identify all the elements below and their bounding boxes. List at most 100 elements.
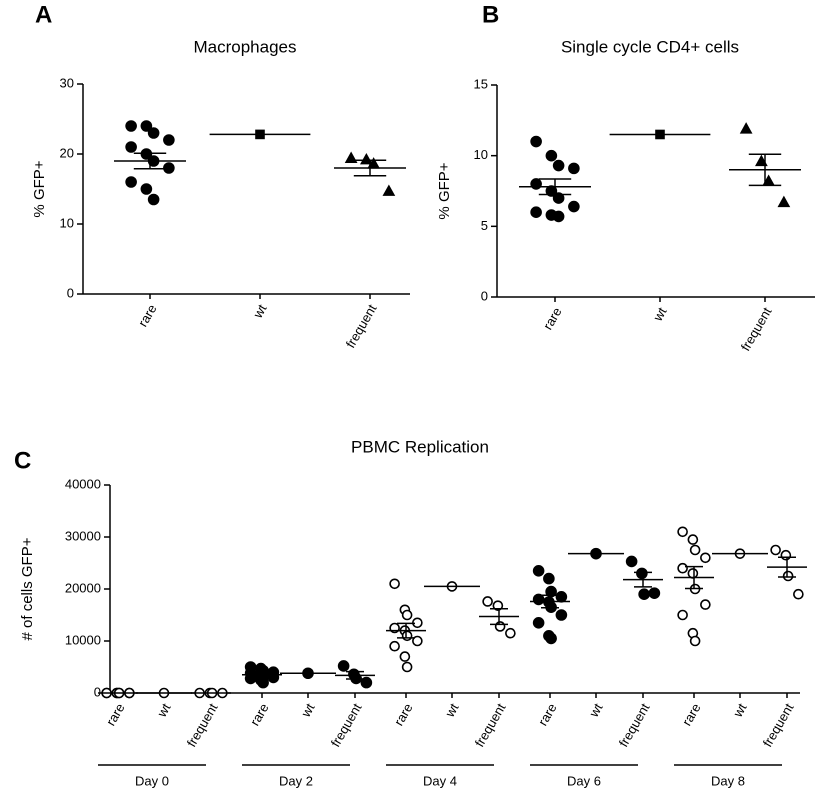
group-label: Day 0: [135, 773, 169, 788]
y-tick-label: 0: [67, 285, 74, 300]
y-tick-label: 40000: [65, 476, 101, 491]
group-label: Day 4: [423, 773, 457, 788]
point: [552, 192, 565, 204]
point: [360, 152, 373, 165]
chart-title: Macrophages: [193, 37, 296, 56]
x-tick-label: frequent: [184, 700, 221, 749]
point: [780, 549, 792, 561]
point: [401, 630, 413, 642]
x-tick-label: frequent: [738, 304, 775, 353]
point: [700, 599, 711, 610]
point: [505, 627, 516, 639]
panel-letter: B: [482, 1, 499, 28]
point: [568, 162, 580, 175]
point: [412, 635, 423, 647]
x-tick-label: rare: [679, 701, 704, 729]
point: [257, 676, 269, 689]
point: [677, 526, 688, 538]
x-tick-label: rare: [535, 701, 560, 729]
x-tick-label: rare: [135, 302, 160, 330]
point: [482, 596, 493, 607]
point: [689, 544, 701, 556]
point: [545, 185, 558, 197]
x-tick-label: rare: [540, 305, 565, 333]
point: [770, 544, 781, 556]
group-label: Day 6: [567, 773, 601, 788]
panel-letter: A: [35, 1, 52, 28]
point: [382, 184, 396, 196]
point: [125, 141, 137, 153]
point: [700, 552, 711, 564]
point: [755, 154, 768, 167]
y-axis-label: # of cells GFP+: [19, 537, 36, 640]
x-tick-label: wt: [250, 301, 270, 321]
group-label: Day 8: [711, 773, 745, 788]
point: [360, 676, 373, 689]
y-tick-label: 30: [60, 75, 74, 90]
point: [147, 193, 160, 206]
y-tick-label: 5: [481, 218, 488, 233]
point: [401, 609, 413, 621]
group-label: Day 2: [279, 773, 313, 788]
point: [125, 120, 137, 132]
point: [545, 585, 557, 598]
point: [793, 588, 804, 600]
point: [552, 159, 565, 172]
point: [687, 568, 699, 579]
point: [532, 564, 545, 577]
y-tick-label: 20000: [65, 580, 101, 595]
point: [494, 621, 506, 632]
point: [689, 635, 701, 647]
y-axis-label: % GFP+: [31, 160, 48, 217]
x-tick-label: wt: [730, 700, 750, 720]
point: [125, 176, 137, 188]
x-tick-label: rare: [103, 701, 128, 729]
point: [555, 609, 568, 621]
y-tick-label: 0: [94, 684, 101, 699]
x-tick-label: frequent: [760, 700, 797, 749]
point: [163, 134, 175, 146]
y-tick-label: 20: [60, 145, 74, 160]
point: [140, 120, 153, 132]
panel-letter: C: [14, 447, 31, 474]
y-tick-label: 15: [474, 76, 488, 91]
point: [625, 555, 638, 568]
point: [140, 183, 153, 195]
point: [739, 122, 753, 134]
point: [638, 588, 650, 601]
point: [782, 570, 794, 582]
chart-title: Single cycle CD4+ cells: [561, 37, 739, 56]
point: [401, 661, 413, 673]
point: [677, 609, 688, 621]
point: [543, 572, 555, 585]
x-tick-label: wt: [586, 700, 606, 720]
point: [545, 149, 558, 162]
x-tick-label: frequent: [343, 301, 380, 350]
point: [545, 632, 557, 645]
point: [399, 651, 411, 662]
x-tick-label: wt: [154, 700, 174, 720]
point: [677, 562, 688, 574]
point: [147, 127, 160, 139]
point: [568, 200, 580, 213]
y-tick-label: 10000: [65, 632, 101, 647]
point: [636, 567, 648, 580]
point: [344, 151, 358, 163]
y-tick-label: 30000: [65, 528, 101, 543]
x-tick-label: frequent: [472, 700, 509, 749]
y-tick-label: 10: [60, 215, 74, 230]
point: [337, 660, 350, 672]
point: [389, 640, 400, 652]
x-tick-label: wt: [442, 700, 462, 720]
y-tick-label: 10: [474, 147, 488, 162]
x-tick-label: rare: [391, 701, 416, 729]
x-tick-label: wt: [298, 700, 318, 720]
point: [552, 210, 565, 223]
y-axis-label: % GFP+: [436, 162, 453, 219]
point: [555, 590, 568, 603]
x-tick-label: rare: [247, 701, 272, 729]
point: [648, 587, 661, 599]
y-tick-label: 0: [481, 288, 488, 303]
